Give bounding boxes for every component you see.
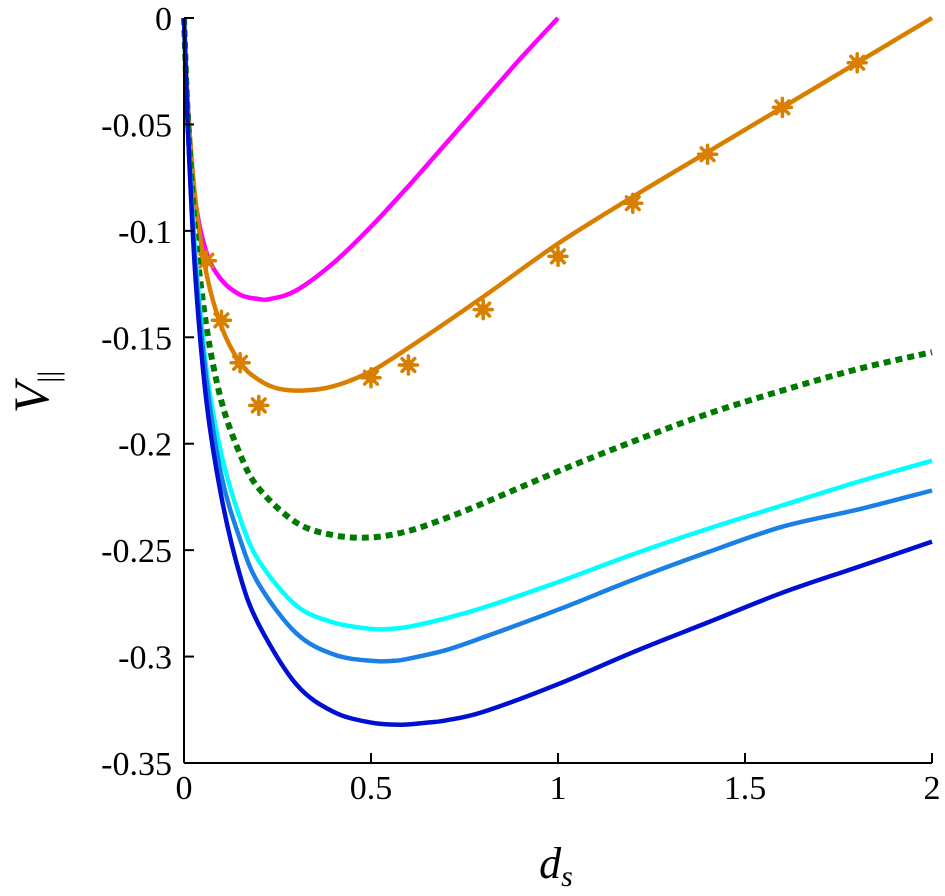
ticks: 0 0.5 1 1.5 2 0 -0.05 -0.1 -0.15 -0.2 -0.25 -0.3 -0.… [101, 1, 940, 807]
data-point-marker [229, 352, 251, 374]
data-point-marker [472, 298, 494, 321]
y-tick-label: -0.2 [118, 427, 172, 464]
y-tick-label: -0.1 [118, 214, 172, 251]
x-tick-label: 2 [924, 770, 941, 807]
y-tick-label: 0 [155, 1, 172, 38]
y-axis-label: V|| [3, 371, 65, 414]
y-tick-label: -0.35 [101, 746, 172, 783]
x-axis-label: ds [539, 839, 573, 893]
y-axis-label-main: V [3, 377, 59, 413]
series-line-1 [181, 16, 934, 393]
series-line-3 [181, 17, 933, 541]
data-point-marker [771, 96, 794, 119]
data-point-marker [195, 249, 218, 272]
data-point-marker [547, 245, 569, 268]
y-tick-label: -0.05 [101, 107, 172, 144]
series-line-5 [181, 17, 933, 664]
x-tick-label: 0.5 [350, 770, 393, 807]
data-point-marker [696, 143, 719, 165]
x-tick-label: 1 [550, 770, 567, 807]
data-point-marker [397, 354, 420, 376]
series-layer [181, 16, 934, 727]
marker-series [195, 51, 868, 417]
y-tick-label: -0.25 [101, 533, 172, 570]
x-tick-label: 0 [176, 770, 193, 807]
data-point-marker [360, 366, 382, 389]
x-axis-label-main: d [539, 839, 562, 888]
data-point-marker [622, 192, 644, 214]
series-line-6 [181, 17, 933, 727]
series-line-4 [181, 17, 933, 632]
x-tick-label: 1.5 [724, 770, 767, 807]
data-point-marker [248, 394, 270, 417]
data-point-marker [846, 51, 868, 74]
x-axis-label-sub: s [561, 860, 573, 893]
series-line-0 [181, 16, 560, 303]
y-axis-label-sub: || [32, 371, 65, 383]
data-point-marker [210, 309, 233, 332]
y-tick-label: -0.3 [118, 640, 172, 677]
y-tick-label: -0.15 [101, 320, 172, 357]
